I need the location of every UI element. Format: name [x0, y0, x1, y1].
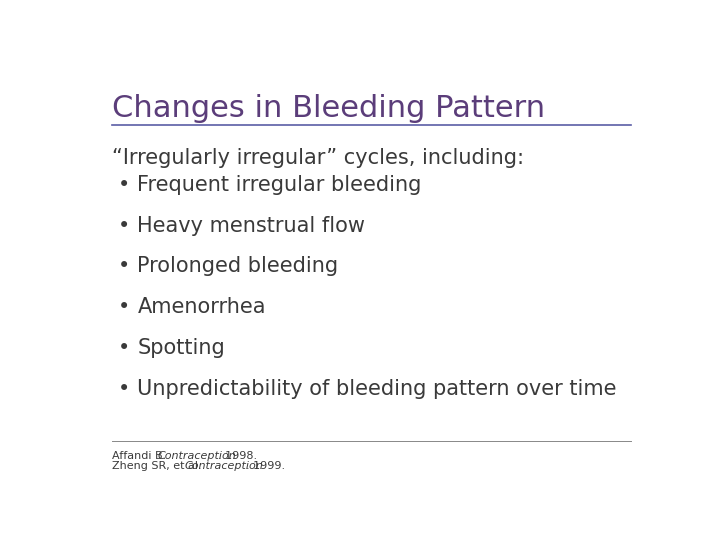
Text: Heavy menstrual flow: Heavy menstrual flow: [138, 216, 366, 236]
Text: •: •: [118, 216, 130, 236]
Text: Affandi B.: Affandi B.: [112, 451, 170, 461]
Text: •: •: [118, 175, 130, 195]
Text: Changes in Bleeding Pattern: Changes in Bleeding Pattern: [112, 94, 546, 123]
Text: Amenorrhea: Amenorrhea: [138, 297, 266, 317]
Text: •: •: [118, 338, 130, 358]
Text: . 1998.: . 1998.: [218, 451, 257, 461]
Text: Contraception: Contraception: [184, 461, 264, 471]
Text: •: •: [118, 256, 130, 276]
Text: Prolonged bleeding: Prolonged bleeding: [138, 256, 338, 276]
Text: Spotting: Spotting: [138, 338, 225, 358]
Text: •: •: [118, 379, 130, 399]
Text: “Irregularly irregular” cycles, including:: “Irregularly irregular” cycles, includin…: [112, 148, 524, 168]
Text: Contraception: Contraception: [157, 451, 236, 461]
Text: •: •: [118, 297, 130, 317]
Text: Zheng SR, et al.: Zheng SR, et al.: [112, 461, 205, 471]
Text: Frequent irregular bleeding: Frequent irregular bleeding: [138, 175, 422, 195]
Text: . 1999.: . 1999.: [246, 461, 284, 471]
Text: Unpredictability of bleeding pattern over time: Unpredictability of bleeding pattern ove…: [138, 379, 617, 399]
